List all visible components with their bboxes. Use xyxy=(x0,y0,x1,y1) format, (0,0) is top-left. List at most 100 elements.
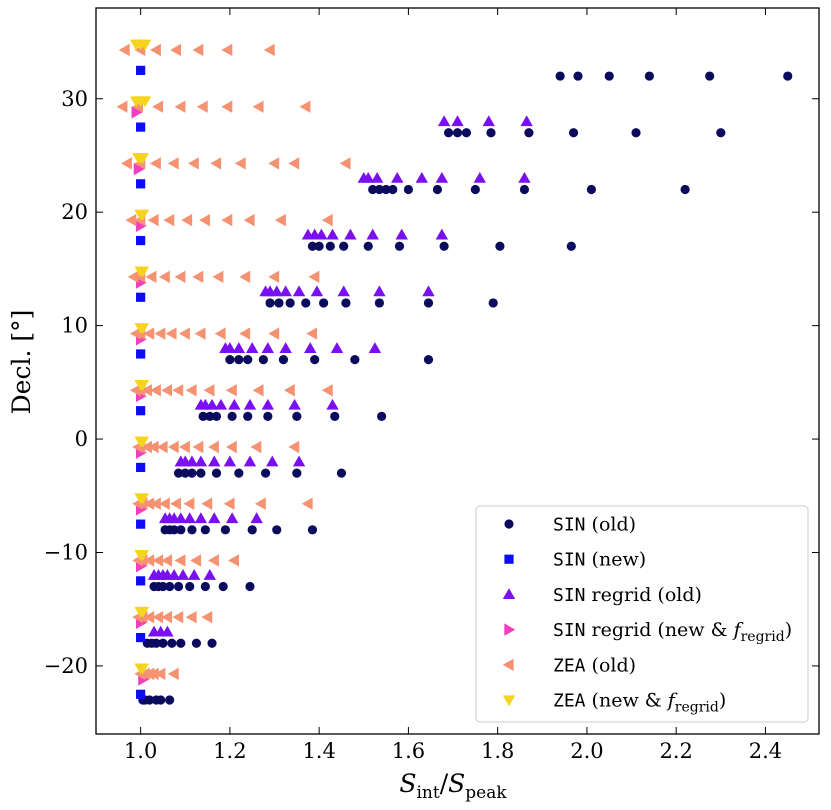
data-point xyxy=(143,497,155,510)
data-point xyxy=(245,581,255,592)
data-point xyxy=(116,100,128,113)
data-point xyxy=(167,568,181,580)
data-point xyxy=(174,100,186,113)
data-point xyxy=(278,355,289,365)
y-tick-label: 20 xyxy=(61,200,88,224)
data-point xyxy=(422,285,435,297)
data-point xyxy=(292,468,302,478)
data-point xyxy=(631,128,641,138)
data-point xyxy=(250,440,262,454)
data-point xyxy=(136,576,146,586)
legend-label: SIN (new) xyxy=(553,549,646,571)
data-point xyxy=(488,298,498,308)
data-point xyxy=(225,440,237,454)
data-point xyxy=(169,525,179,535)
data-point xyxy=(716,128,726,138)
data-point xyxy=(173,581,184,592)
data-point xyxy=(307,241,318,251)
data-point xyxy=(136,179,146,189)
data-point xyxy=(208,440,219,454)
data-point xyxy=(243,398,257,410)
data-point xyxy=(423,355,434,365)
data-point xyxy=(344,228,357,240)
data-point xyxy=(783,71,793,81)
data-point xyxy=(486,128,496,138)
data-point xyxy=(191,638,202,648)
data-point xyxy=(260,468,271,478)
data-point xyxy=(174,554,186,567)
legend-box xyxy=(475,505,809,723)
data-point xyxy=(439,241,449,251)
y-tick-label: −20 xyxy=(44,654,88,678)
data-point xyxy=(131,106,143,119)
legend-label: SIN regrid (old) xyxy=(553,584,702,606)
data-point xyxy=(304,342,317,353)
legend-code: SIN xyxy=(553,550,586,571)
data-point xyxy=(136,266,150,278)
data-point xyxy=(136,349,146,359)
data-point xyxy=(573,71,583,81)
data-point xyxy=(200,581,210,592)
data-point xyxy=(136,606,150,618)
data-point xyxy=(308,270,320,284)
legend-label: ZEA (old) xyxy=(553,654,636,676)
data-point xyxy=(144,695,155,705)
data-point xyxy=(263,411,273,421)
legend-label: SIN (old) xyxy=(553,514,636,536)
data-point xyxy=(341,298,351,308)
data-point xyxy=(258,355,268,365)
data-point xyxy=(279,285,292,297)
series-2 xyxy=(136,65,146,699)
data-point xyxy=(292,285,306,297)
data-point xyxy=(374,184,384,195)
legend-entry: SIN regrid (old) xyxy=(502,584,702,606)
data-point xyxy=(218,581,228,592)
data-point xyxy=(141,440,152,454)
data-point xyxy=(187,157,199,170)
legend-rest: (old) xyxy=(586,654,637,676)
data-point xyxy=(461,128,472,138)
data-point xyxy=(136,519,146,529)
data-point xyxy=(301,497,313,510)
legend-rest: (new & xyxy=(586,690,668,712)
data-point xyxy=(136,153,150,164)
data-point xyxy=(252,100,264,113)
data-point xyxy=(165,695,175,705)
data-point xyxy=(174,512,187,524)
data-point xyxy=(315,228,328,240)
data-point xyxy=(176,568,190,580)
data-point xyxy=(192,43,204,57)
data-point xyxy=(172,610,184,624)
data-point xyxy=(176,525,186,535)
data-point xyxy=(395,228,408,240)
data-point xyxy=(274,298,284,308)
legend-entry: SIN (old) xyxy=(504,514,636,536)
data-point xyxy=(435,228,449,240)
data-point xyxy=(644,71,655,81)
x-axis-title-slash: / xyxy=(440,769,449,798)
data-point xyxy=(203,384,215,397)
data-point xyxy=(176,638,186,648)
data-point xyxy=(221,213,233,227)
data-point xyxy=(227,411,237,421)
data-point xyxy=(125,213,137,227)
data-point xyxy=(246,342,259,353)
legend-rest: (old) xyxy=(586,514,637,536)
data-point xyxy=(185,384,197,397)
data-point xyxy=(310,355,320,365)
data-point xyxy=(247,525,257,535)
data-point xyxy=(201,610,213,624)
data-point xyxy=(138,39,152,51)
data-point xyxy=(183,497,195,510)
data-point xyxy=(555,71,565,81)
legend-entry: SIN (new) xyxy=(504,549,646,571)
data-point xyxy=(326,228,339,240)
data-point xyxy=(243,213,255,227)
data-point xyxy=(121,157,132,170)
x-tick-label: 1.2 xyxy=(213,739,246,763)
data-point xyxy=(161,625,174,637)
data-point xyxy=(234,468,244,478)
data-point xyxy=(350,355,360,365)
data-point xyxy=(415,171,428,183)
legend-entry: SIN regrid (new & fregrid) xyxy=(504,619,792,645)
